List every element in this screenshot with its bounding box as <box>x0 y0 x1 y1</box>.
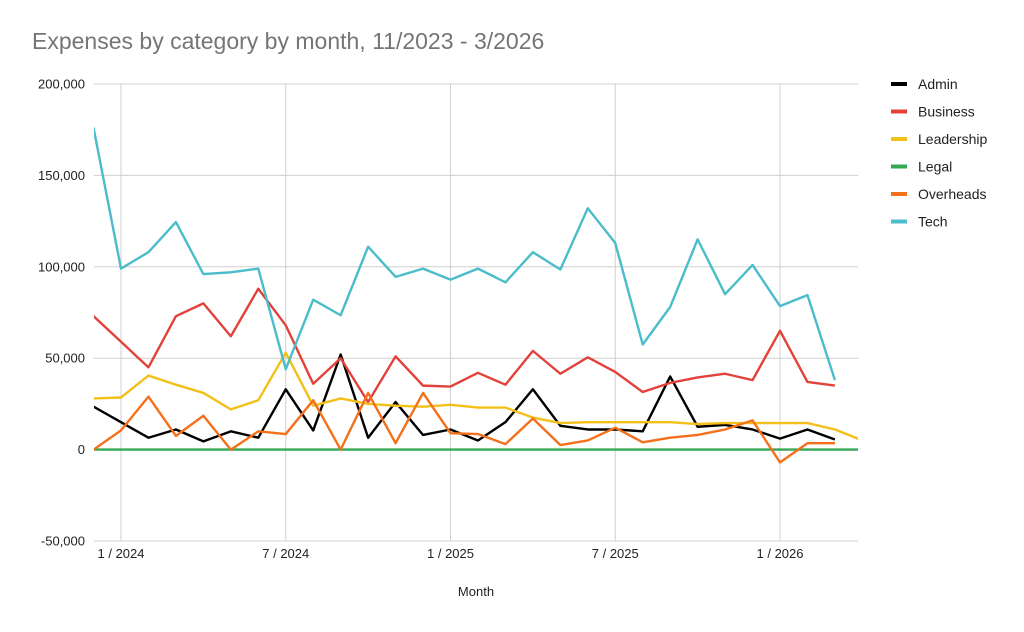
y-axis-tick-labels: -50,000 0 50,000 100,000 150,000 200,000 <box>38 77 85 549</box>
legend-item-legal: Legal <box>891 159 952 175</box>
series-line-leadership <box>94 351 858 441</box>
legend-label: Leadership <box>918 131 987 147</box>
y-tick-label: 100,000 <box>38 259 85 274</box>
legend-label: Tech <box>918 214 948 230</box>
series-admin <box>94 353 836 443</box>
legend-item-overheads: Overheads <box>891 186 986 202</box>
chart-title: Expenses by category by month, 11/2023 -… <box>32 28 545 54</box>
y-tick-label: 50,000 <box>45 351 85 366</box>
legend-item-business: Business <box>891 104 975 120</box>
y-tick-label: 150,000 <box>38 168 85 183</box>
x-tick-label: 1 / 2024 <box>98 546 145 561</box>
x-axis-tick-labels: 1 / 2024 7 / 2024 1 / 2025 7 / 2025 1 / 2026 <box>98 546 804 561</box>
x-tick-label: 7 / 2024 <box>262 546 309 561</box>
legend-label: Legal <box>918 159 952 175</box>
y-tick-label: 0 <box>78 442 85 457</box>
series-tech <box>94 126 837 381</box>
x-tick-label: 7 / 2025 <box>592 546 639 561</box>
series-business <box>94 287 836 404</box>
series-leadership <box>94 351 858 441</box>
x-tick-label: 1 / 2026 <box>757 546 804 561</box>
grid-lines <box>94 83 858 542</box>
legend: Admin Business Leadership Legal Overheads Tec… <box>891 76 987 230</box>
series-lines <box>94 126 858 464</box>
series-overheads <box>94 391 835 464</box>
legend-label: Business <box>918 104 975 120</box>
legend-item-admin: Admin <box>891 76 958 92</box>
legend-item-leadership: Leadership <box>891 131 987 147</box>
legend-label: Overheads <box>918 186 986 202</box>
legend-label: Admin <box>918 76 958 92</box>
y-tick-label: -50,000 <box>41 534 85 549</box>
x-axis-title: Month <box>458 584 494 599</box>
y-tick-label: 200,000 <box>38 77 85 92</box>
x-tick-label: 1 / 2025 <box>427 546 474 561</box>
legend-item-tech: Tech <box>891 214 948 230</box>
